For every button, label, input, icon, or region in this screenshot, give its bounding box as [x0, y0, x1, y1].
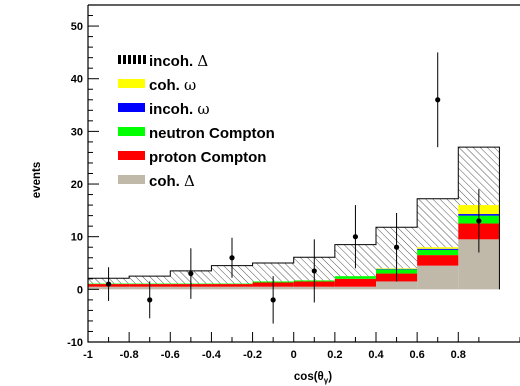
- data-point: [393, 244, 400, 250]
- coh-delta-bin: [376, 281, 418, 290]
- legend-swatch-neutron-compton: [118, 127, 145, 136]
- data-point: [147, 297, 153, 303]
- neutron-compton-bin: [417, 249, 459, 256]
- y-tick-label: 0: [77, 284, 83, 296]
- x-tick-label: 0.4: [368, 349, 384, 361]
- data-point: [352, 234, 359, 240]
- x-tick-label: 0.2: [327, 349, 342, 361]
- data-point: [311, 268, 317, 274]
- x-tick-label: -0.8: [120, 349, 139, 361]
- total-outline: [88, 146, 500, 290]
- x-tick-label: -1: [83, 349, 93, 361]
- coh-delta-bin: [417, 265, 459, 290]
- x-axis-title-sub: γ: [324, 376, 329, 385]
- legend-swatch-incoh-omega: [118, 103, 145, 112]
- x-axis-title-main: cos(θ: [294, 371, 324, 383]
- data-point: [105, 281, 112, 287]
- data-point: [188, 270, 194, 277]
- y-tick-label: 40: [71, 74, 83, 86]
- x-tick-label: 0: [291, 349, 297, 361]
- y-axis-title: events: [31, 162, 43, 198]
- y-tick-label: 30: [71, 126, 83, 138]
- legend-label-neutron-compton: neutron Compton: [149, 125, 275, 142]
- legend-label-coh-delta: coh. Δ: [149, 172, 195, 190]
- coh-delta-bin: [334, 286, 376, 290]
- proton-compton-bin: [211, 284, 253, 287]
- x-axis-title: cos(θγ): [294, 371, 332, 385]
- data-point: [270, 297, 276, 303]
- x-tick-label: 0.6: [409, 349, 424, 361]
- incoh-delta-bin: [129, 276, 171, 284]
- data-points: [105, 52, 482, 324]
- proton-compton-bin: [417, 255, 459, 266]
- data-point: [435, 97, 441, 103]
- legend-swatch-coh-omega: [118, 79, 145, 88]
- legend-swatch-proton-compton: [118, 151, 145, 160]
- neutron-compton-bin: [334, 276, 376, 279]
- data-point: [476, 218, 482, 224]
- x-tick-label: -0.4: [202, 349, 222, 361]
- legend-swatch-coh-delta: [118, 175, 145, 184]
- neutron-compton-bin: [211, 283, 253, 285]
- legend-label-proton-compton: proton Compton: [149, 149, 266, 166]
- x-tick-label: -0.2: [243, 349, 262, 361]
- legend-label-incoh-omega: incoh. ω: [149, 100, 210, 118]
- incoh-omega-bin: [417, 248, 459, 250]
- x-tick-label: 0.8: [451, 349, 466, 361]
- coh-omega-bin: [417, 247, 459, 249]
- incoh-delta-bin: [252, 263, 294, 282]
- histogram-stack: [88, 146, 500, 290]
- legend: incoh. Δ coh. ω incoh. ω neutron Compton pro…: [118, 52, 275, 190]
- coh-delta-bin: [211, 286, 253, 290]
- legend-label-coh-omega: coh. ω: [149, 76, 196, 94]
- legend-swatch-incoh-delta: [118, 55, 146, 64]
- x-tick-label: -0.6: [161, 349, 180, 361]
- y-tick-label: 20: [71, 179, 83, 191]
- incoh-delta-bin: [417, 198, 459, 248]
- legend-label-incoh-delta: incoh. Δ: [149, 52, 208, 70]
- x-axis-title-close: ): [328, 371, 332, 383]
- y-tick-label: -10: [67, 337, 83, 349]
- axes: -10 0 10 20 30 40 50 -1 -0.8 -0.6 -0.4 -0.2 0 0.2 0.4 0…: [67, 4, 520, 361]
- proton-compton-bin: [334, 278, 376, 287]
- y-tick-label: 10: [71, 232, 83, 244]
- data-point: [229, 255, 235, 261]
- y-tick-label: 50: [71, 21, 83, 33]
